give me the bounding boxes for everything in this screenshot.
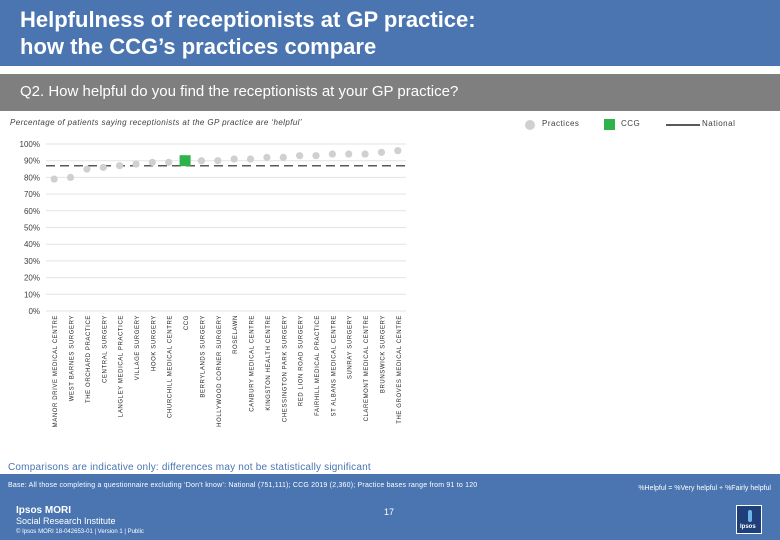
category-label: HOOK SURGERY <box>151 315 157 371</box>
y-tick-label: 0% <box>28 307 40 316</box>
practice-marker <box>214 157 222 165</box>
ipsos-logo-icon: Ipsos <box>736 505 762 534</box>
category-label: CLAREMONT MEDICAL CENTRE <box>364 315 370 421</box>
practice-marker <box>279 153 287 161</box>
practice-marker <box>230 155 238 163</box>
y-tick-label: 90% <box>24 157 40 166</box>
practice-marker <box>296 152 304 160</box>
base-text: Base: All those completing a questionnai… <box>8 482 478 489</box>
legend-ccg-label: CCG <box>621 119 641 128</box>
practice-marker <box>148 158 156 166</box>
practice-marker <box>394 147 402 155</box>
category-label: CHURCHILL MEDICAL CENTRE <box>168 315 174 418</box>
category-label: ST ALBANS MEDICAL CENTRE <box>331 315 337 416</box>
category-label: CCG <box>184 315 190 330</box>
copyright-text: © Ipsos MORI 18-042653-01 | Version 1 | … <box>16 529 144 535</box>
question-bar: Q2. How helpful do you find the receptio… <box>0 74 780 111</box>
significance-note: Comparisons are indicative only: differe… <box>8 462 371 473</box>
footer-band: Base: All those completing a questionnai… <box>0 474 780 540</box>
y-tick-label: 100% <box>20 140 40 149</box>
category-label: KINGSTON HEALTH CENTRE <box>266 315 272 411</box>
page-title: Helpfulness of receptionists at GP pract… <box>20 7 476 59</box>
legend-practices-label: Practices <box>542 119 580 128</box>
practice-marker <box>116 162 124 170</box>
category-label: ROSELAWN <box>233 315 239 354</box>
y-tick-label: 50% <box>24 224 40 233</box>
legend-practice-marker <box>525 120 535 130</box>
practice-marker <box>377 148 386 156</box>
practice-marker <box>312 152 320 160</box>
practice-marker <box>165 158 173 166</box>
legend-ccg-marker <box>604 119 615 130</box>
category-label: LANGLEY MEDICAL PRACTICE <box>119 315 125 417</box>
category-label: RED LION ROAD SURGERY <box>299 315 305 406</box>
helpful-formula: %Helpful = %Very helpful + %Fairly helpf… <box>638 485 771 492</box>
practice-marker <box>345 150 353 158</box>
logo-line2: Social Research Institute <box>16 516 116 526</box>
practice-marker <box>66 173 75 181</box>
practice-chart: 0% 10% 20% 30% 40% 50% 60% 70% 80% 90% 100% MANOR D… <box>20 140 406 427</box>
y-tick-label: 70% <box>24 190 40 199</box>
practice-marker <box>246 155 255 163</box>
category-label: SUNRAY SURGERY <box>348 315 354 379</box>
category-label: BRUNSWICK SURGERY <box>380 315 386 393</box>
y-tick-label: 30% <box>24 257 40 266</box>
chart-legend: Practices CCG National <box>524 117 774 131</box>
practice-marker <box>83 165 91 173</box>
category-label: HOLLYWOOD CORNER SURGERY <box>217 315 223 427</box>
ccg-marker <box>179 155 191 167</box>
y-tick-label: 60% <box>24 207 40 216</box>
practice-marker <box>361 150 369 158</box>
page-number: 17 <box>384 507 395 517</box>
category-label: WEST BARNES SURGERY <box>70 315 76 401</box>
ipsos-logo-label: Ipsos <box>740 524 756 530</box>
practice-marker <box>328 150 336 158</box>
practice-marker <box>197 157 206 165</box>
practice-marker <box>50 175 58 183</box>
chart-subtitle: Percentage of patients saying receptioni… <box>10 118 303 127</box>
logo-line1: Ipsos MORI <box>16 505 72 516</box>
practice-marker <box>99 163 107 171</box>
y-tick-label: 10% <box>24 290 40 299</box>
header-band: Helpfulness of receptionists at GP pract… <box>0 0 780 66</box>
category-label: VILLAGE SURGERY <box>135 315 141 380</box>
category-label: CENTRAL SURGERY <box>102 315 108 383</box>
y-tick-label: 20% <box>24 274 40 283</box>
ipsos-logo-mark <box>748 510 752 522</box>
category-label: THE GROVES MEDICAL CENTRE <box>397 315 403 424</box>
practice-marker <box>132 160 140 168</box>
legend-national-line <box>666 124 700 126</box>
legend-national-label: National <box>702 119 736 128</box>
question-text: Q2. How helpful do you find the receptio… <box>20 83 459 100</box>
category-label: CANBURY MEDICAL CENTRE <box>250 315 256 412</box>
category-label: FAIRHILL MEDICAL PRACTICE <box>315 315 321 416</box>
category-label: CHESSINGTON PARK SURGERY <box>282 315 288 422</box>
ipsos-mori-logo: Ipsos MORI Social Research Institute <box>16 505 116 527</box>
category-label: BERRYLANDS SURGERY <box>200 315 206 398</box>
practice-marker <box>263 153 271 161</box>
y-tick-label: 40% <box>24 240 40 249</box>
y-tick-label: 80% <box>24 173 40 182</box>
category-label: MANOR DRIVE MEDICAL CENTRE <box>53 315 59 427</box>
category-label: THE ORCHARD PRACTICE <box>86 315 92 403</box>
